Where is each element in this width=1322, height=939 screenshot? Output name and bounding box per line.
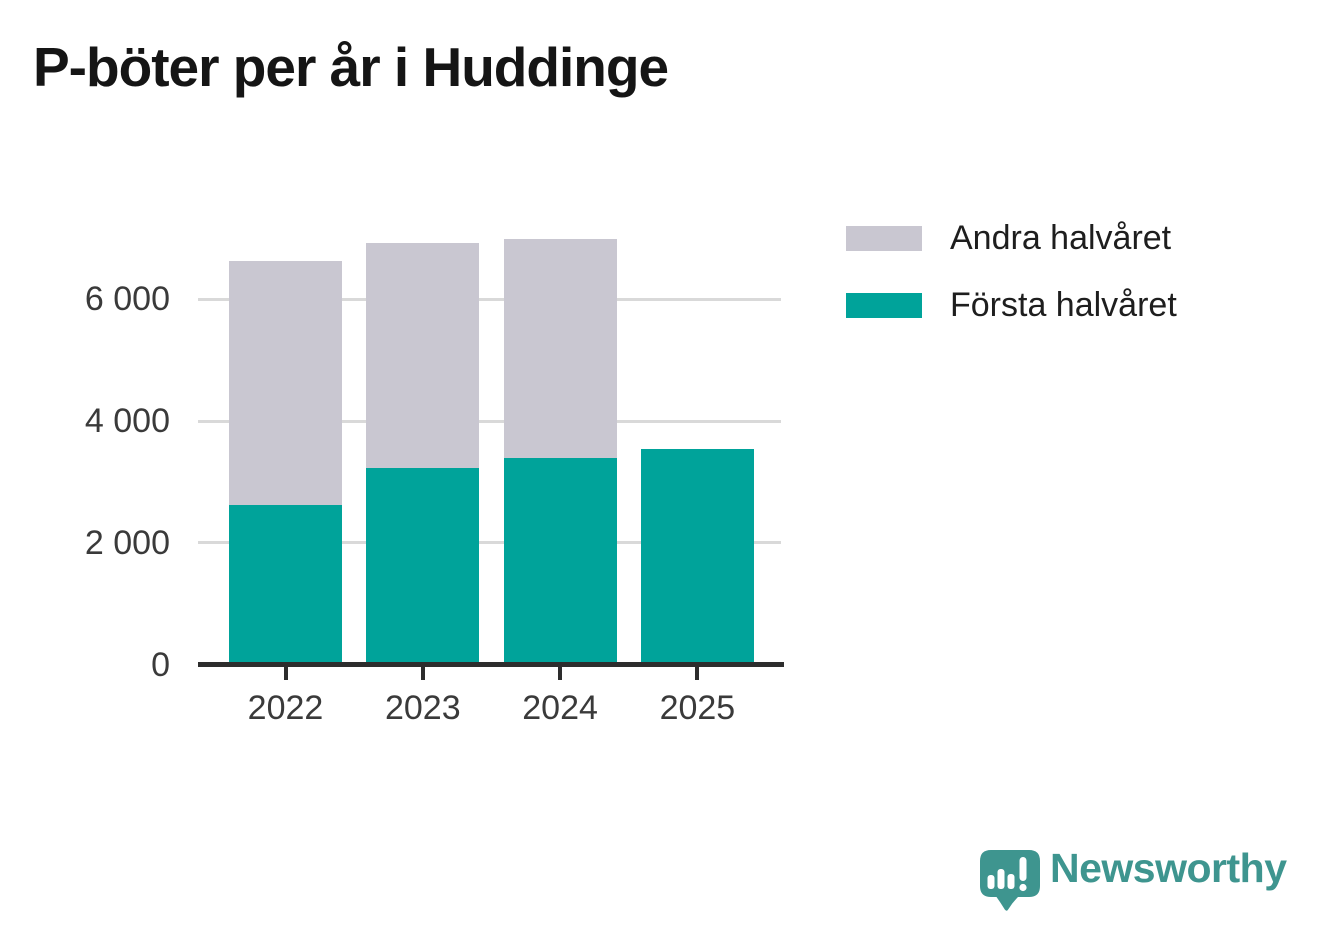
x-tick-2024: [558, 667, 563, 680]
x-tick-2022: [283, 667, 288, 680]
x-tick-2023: [420, 667, 425, 680]
gridline-2000: [198, 541, 781, 545]
legend-swatch-forsta-halvaret: [846, 292, 922, 318]
legend-item-forsta-halvaret: Första halvåret: [846, 287, 1177, 323]
legend-item-andra-halvaret: Andra halvåret: [846, 220, 1177, 256]
legend-swatch-andra-halvaret: [846, 225, 922, 251]
x-tick-2025: [695, 667, 700, 680]
x-axis-label-2025: 2025: [659, 689, 736, 727]
bar-2025: [640, 448, 754, 665]
x-axis-line: [198, 662, 784, 667]
legend: Andra halvåret Första halvåret: [846, 220, 1177, 323]
bar-segment-forsta-halvaret-2025: [640, 448, 754, 665]
bar-2024: [503, 238, 617, 665]
bar-segment-forsta-halvaret-2024: [503, 457, 617, 665]
gridline-4000: [198, 419, 781, 423]
legend-label-andra-halvaret: Andra halvåret: [950, 219, 1172, 257]
logo-bar-1: [987, 875, 995, 889]
bar-segment-forsta-halvaret-2023: [366, 468, 480, 665]
y-axis-label-2000: 2 000: [84, 523, 170, 562]
y-axis-label-0: 0: [151, 645, 170, 684]
x-axis-label-2023: 2023: [384, 689, 461, 727]
logo-exclamation-dot: [1019, 883, 1027, 892]
bar-2023: [366, 243, 480, 665]
bar-segment-andra-halvaret-2022: [229, 260, 342, 506]
y-axis-label-6000: 6 000: [84, 280, 170, 319]
bar-segment-forsta-halvaret-2022: [229, 505, 342, 665]
newsworthy-logo-icon: [980, 850, 1040, 911]
chart-title: P-böter per år i Huddinge: [33, 36, 669, 98]
x-axis-label-2024: 2024: [522, 689, 598, 727]
logo-bar-3: [1007, 874, 1015, 889]
x-axis-label-2022: 2022: [247, 689, 324, 727]
bar-segment-andra-halvaret-2024: [503, 238, 617, 458]
logo-exclamation-stem: [1019, 857, 1027, 881]
y-axis-label-4000: 4 000: [84, 402, 170, 441]
logo-bar-2: [997, 869, 1005, 889]
legend-label-forsta-halvaret: Första halvåret: [950, 286, 1177, 324]
bar-segment-andra-halvaret-2023: [366, 243, 480, 469]
branding-name: Newsworthy: [1050, 845, 1287, 891]
gridline-6000: [198, 297, 781, 301]
bar-2022: [229, 260, 342, 665]
